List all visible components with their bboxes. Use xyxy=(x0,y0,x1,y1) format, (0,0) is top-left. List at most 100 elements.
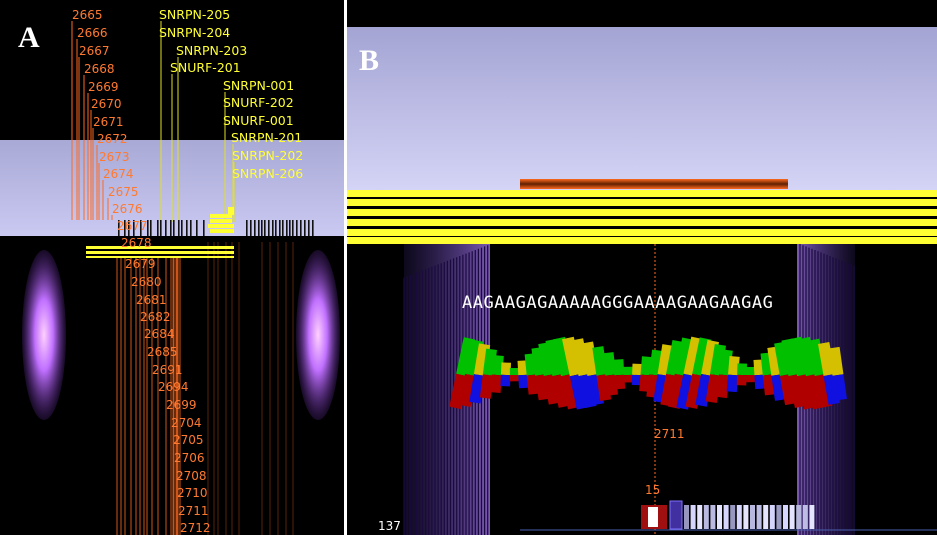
base-lower xyxy=(614,374,626,390)
transcript-label: SNRPN-001 xyxy=(223,78,294,93)
scroll-cell xyxy=(750,505,755,529)
scroll-cell xyxy=(717,505,722,529)
transcript-stripe xyxy=(347,219,937,226)
transcript-label: SNRPN-205 xyxy=(159,7,230,22)
panel-b-scrollbar[interactable] xyxy=(641,500,815,530)
exon-tick xyxy=(296,220,298,236)
exon-tick xyxy=(186,220,188,236)
panel-b-transcript-stripes xyxy=(347,190,937,244)
transcript-label: SNRPN-201 xyxy=(231,130,302,145)
exon-tick xyxy=(292,220,294,236)
base-pair xyxy=(517,360,529,389)
exon-tick xyxy=(124,220,126,236)
exon-tick xyxy=(246,220,248,236)
scroll-cell xyxy=(703,505,709,529)
position-label: 2704 xyxy=(171,416,202,430)
exon-tick xyxy=(181,220,183,236)
base-pair xyxy=(726,356,740,393)
position-label: 2710 xyxy=(177,486,208,500)
base-lower xyxy=(490,374,503,393)
panel-separator xyxy=(344,0,347,535)
transcript-label: SNRPN-203 xyxy=(176,43,247,58)
exon-tick xyxy=(250,220,252,236)
transcript-track xyxy=(86,256,234,258)
scroll-index-label: 15 xyxy=(645,483,660,497)
base-pair xyxy=(745,366,756,383)
exon-tick xyxy=(275,220,277,236)
base-upper xyxy=(491,355,504,376)
position-label: 2678 xyxy=(121,236,152,250)
exon-tick xyxy=(133,220,135,236)
exon-tick xyxy=(147,220,149,236)
exon-tick xyxy=(178,220,180,236)
position-label: 2681 xyxy=(136,293,167,307)
base-lower xyxy=(623,374,633,383)
panel-b-exon-bar xyxy=(520,179,788,189)
base-pair xyxy=(490,355,504,393)
exon-tick xyxy=(286,220,288,236)
scroll-cell xyxy=(776,505,782,529)
base-lower xyxy=(716,374,730,399)
position-label: 2706 xyxy=(174,451,205,465)
base-upper xyxy=(517,360,529,376)
transcript-track xyxy=(208,224,234,228)
position-label: 2684 xyxy=(144,327,175,341)
exon-tick xyxy=(272,220,274,236)
scroll-cell xyxy=(697,505,703,529)
position-label: 2682 xyxy=(140,310,171,324)
position-label: 2705 xyxy=(173,433,204,447)
base-lower xyxy=(832,374,847,401)
exon-tick xyxy=(170,220,172,236)
base-upper xyxy=(807,338,827,377)
scroll-cell xyxy=(723,505,729,529)
transcript-stripe xyxy=(347,229,937,236)
scroll-cell xyxy=(783,505,788,529)
panel-a-position-labels: 2665 2666 2667 2668 2669 2670 2671 2672 2673 2674… xyxy=(72,8,211,535)
transcript-stripe xyxy=(347,190,937,197)
base-pair xyxy=(828,346,847,401)
dna-helix xyxy=(449,336,847,410)
exon-tick xyxy=(258,220,260,236)
position-label: 2672 xyxy=(97,132,128,146)
position-label: 2677 xyxy=(117,219,148,233)
base-lower xyxy=(552,373,571,408)
exon-tick xyxy=(203,220,205,236)
position-label: 2670 xyxy=(91,97,122,111)
position-label: 2699 xyxy=(166,398,197,412)
base-upper xyxy=(500,362,512,376)
panel-b: AAGAAGAGAAAAAGGGAAAAGAAGAAGAG 2711 15 13… xyxy=(346,0,937,535)
base-upper xyxy=(509,367,519,376)
exon-tick xyxy=(289,220,291,236)
transcript-label: SNRPN-204 xyxy=(159,25,230,40)
base-pair xyxy=(639,356,653,392)
base-lower xyxy=(479,374,494,399)
base-lower xyxy=(685,373,704,409)
base-lower xyxy=(754,374,766,390)
scroll-cell xyxy=(756,505,762,529)
scroll-cell xyxy=(809,505,815,529)
panel-a-guide-lines xyxy=(71,21,294,535)
exon-tick xyxy=(128,220,130,236)
panel-a-right-glow xyxy=(296,250,340,420)
transcript-label: SNRPN-206 xyxy=(232,166,303,181)
panel-label-a: A xyxy=(18,21,40,54)
transcript-track xyxy=(86,246,234,249)
scroll-thumb xyxy=(669,500,683,530)
position-label: 2669 xyxy=(88,80,119,94)
base-upper xyxy=(623,366,633,376)
exon-tick xyxy=(118,220,120,236)
position-label: 2665 xyxy=(72,8,103,22)
exon-tick xyxy=(308,220,310,236)
scroll-cell xyxy=(710,505,716,529)
panel-a-transcript-tracks xyxy=(86,207,234,258)
sequence-text: AAGAAGAGAAAAAGGGAAAAGAAGAAGAG xyxy=(462,293,773,313)
panel-b-sky xyxy=(346,27,937,190)
panel-a: 2665 2666 2667 2668 2669 2670 2671 2672 2673 2674… xyxy=(0,0,346,535)
transcript-stripe xyxy=(347,209,937,216)
base-lower xyxy=(726,374,739,393)
scroll-marker-highlight xyxy=(648,507,658,527)
transcript-label: SNURF-202 xyxy=(223,95,294,110)
exon-tick xyxy=(264,220,266,236)
